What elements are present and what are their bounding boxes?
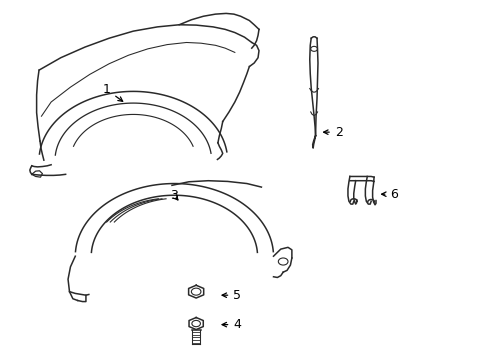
Text: 1: 1 <box>102 83 122 101</box>
Text: 5: 5 <box>222 289 241 302</box>
Text: 4: 4 <box>222 318 241 331</box>
Text: 3: 3 <box>170 189 178 202</box>
Text: 2: 2 <box>323 126 342 139</box>
Text: 6: 6 <box>381 188 398 201</box>
